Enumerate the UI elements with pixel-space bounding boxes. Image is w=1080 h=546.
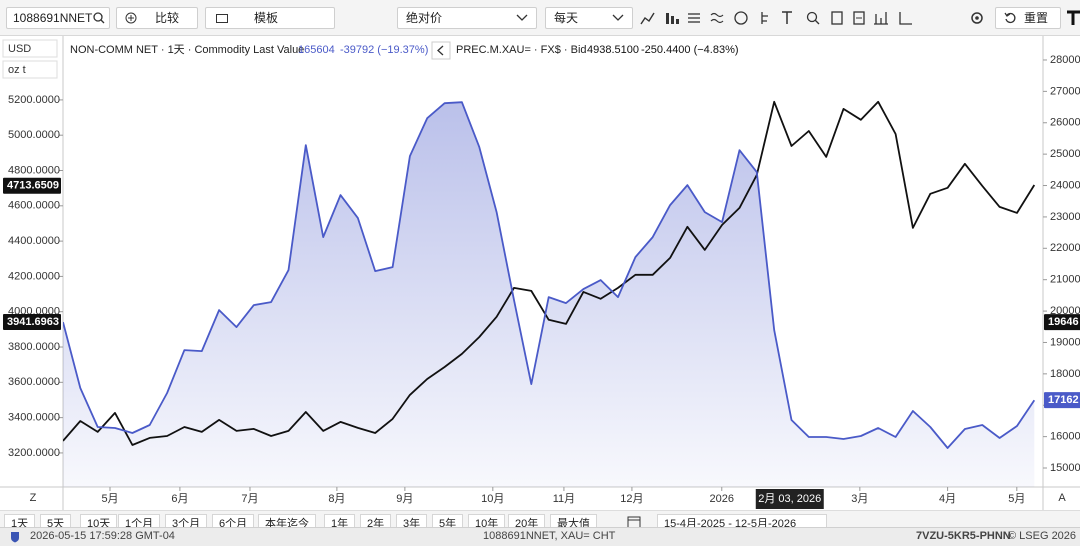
- y-tick-label: 5000.0000: [8, 129, 60, 141]
- search-text: 1088691NNET: [13, 11, 93, 25]
- x-tick-label: 8月: [328, 493, 345, 505]
- x-tick-label: 9月: [396, 493, 413, 505]
- more-icon[interactable]: [1066, 10, 1080, 26]
- reset-text: 重置: [1024, 11, 1049, 25]
- interval-select[interactable]: 每天: [545, 7, 633, 29]
- status-code: 7VZU-5KR5-PHNN: [916, 530, 1011, 542]
- legend-name: NON-COMM NET · 1天 · Commodity Last Value: [70, 44, 304, 56]
- compare-text: 比较: [155, 11, 180, 25]
- y2-tick-label: 27000: [1050, 85, 1080, 97]
- corner-label-left[interactable]: Z: [30, 492, 37, 504]
- x-tick-label: 10月: [481, 493, 504, 505]
- y-tick-label: 4200.0000: [8, 270, 60, 282]
- y2-tick-label: 21000: [1050, 274, 1080, 286]
- search-box[interactable]: 1088691NNET: [6, 7, 110, 29]
- price-mode-select[interactable]: 绝对价: [397, 7, 537, 29]
- y-tick-label: 3200.0000: [8, 447, 60, 459]
- status-copyright: © LSEG 2026: [1008, 530, 1077, 542]
- y-tick-label: 5200.0000: [8, 94, 60, 106]
- x-tick-label: 3月: [851, 493, 868, 505]
- x-tick-label: 7月: [241, 493, 258, 505]
- y2-tick-label: 18000: [1050, 368, 1080, 380]
- status-instruments: 1088691NNET, XAU= CHT: [483, 530, 616, 542]
- y2-tick-label: 19000: [1050, 336, 1080, 348]
- crosshair-label: 2月 03, 2026: [758, 493, 821, 505]
- legend-last: 165604: [298, 44, 335, 56]
- x-tick-label: 4月: [939, 493, 956, 505]
- y2-tick-label: 28000: [1050, 54, 1080, 66]
- template-button[interactable]: 模板: [205, 7, 335, 29]
- value-marker-label: 19646: [1048, 316, 1079, 328]
- y2-tick-label: 23000: [1050, 211, 1080, 223]
- corner-label-right[interactable]: A: [1058, 492, 1066, 504]
- unit-label: oz t: [8, 64, 26, 76]
- series-line: [63, 101, 1036, 449]
- x-tick-label: 11月: [553, 493, 575, 505]
- legend-last: 4938.5100: [587, 44, 639, 56]
- dropdown-arrow: [516, 14, 528, 21]
- y-tick-label: 3800.0000: [8, 341, 60, 353]
- legend-collapse-button[interactable]: [431, 41, 451, 60]
- search-icon: [93, 12, 105, 24]
- shield-icon: [11, 532, 19, 543]
- unit-select[interactable]: [2, 60, 58, 79]
- value-marker-label: 3941.6963: [7, 316, 59, 328]
- legend-change: -39792 (−19.37%): [340, 44, 428, 56]
- value-marker: [3, 314, 61, 331]
- y2-tick-label: 16000: [1050, 431, 1080, 443]
- y2-tick-label: 25000: [1050, 148, 1080, 160]
- y2-tick-label: 24000: [1050, 179, 1080, 191]
- y2-tick-label: 20000: [1050, 305, 1080, 317]
- value-marker-label: 17162: [1048, 394, 1079, 406]
- x-tick-label: 5月: [1008, 493, 1025, 505]
- interval-text: 每天: [554, 11, 579, 25]
- y-tick-label: 4400.0000: [8, 235, 60, 247]
- value-marker: [1044, 392, 1080, 409]
- currency-label: USD: [8, 43, 31, 55]
- price-mode-text: 绝对价: [406, 11, 443, 25]
- x-tick-label: 5月: [101, 493, 118, 505]
- y-tick-label: 4600.0000: [8, 200, 60, 212]
- legend-collapse-icon: [437, 45, 444, 56]
- x-tick-label: 12月: [620, 493, 643, 505]
- value-marker: [1044, 314, 1080, 331]
- template-icon: [216, 14, 228, 23]
- status-bar: 2026-05-15 17:59:28 GMT-04 1088691NNET, …: [0, 527, 1080, 546]
- y-tick-label: 3600.0000: [8, 376, 60, 388]
- dropdown-arrow: [612, 14, 624, 21]
- currency-select[interactable]: [2, 39, 58, 58]
- y2-tick-label: 15000: [1050, 462, 1080, 474]
- reset-button[interactable]: 重置: [995, 7, 1061, 29]
- y2-tick-label: 22000: [1050, 242, 1080, 254]
- legend-change: -250.4400 (−4.83%): [641, 44, 739, 56]
- crosshair-box: [755, 489, 824, 509]
- compare-button[interactable]: 比较: [116, 7, 198, 29]
- x-tick-label: 6月: [171, 493, 188, 505]
- value-marker-label: 4713.6509: [7, 180, 59, 192]
- tool-icons[interactable]: [640, 10, 990, 26]
- series-line: [63, 100, 1036, 446]
- y-tick-label: 3400.0000: [8, 412, 60, 424]
- reset-icon: [1004, 12, 1016, 24]
- x-tick-label: 2026: [710, 493, 734, 505]
- plot-area: [63, 100, 1036, 487]
- area: [63, 102, 1035, 487]
- y-tick-label: 4800.0000: [8, 164, 60, 176]
- status-timestamp: 2026-05-15 17:59:28 GMT-04: [30, 530, 175, 542]
- legend-name: PREC.M.XAU= · FX$ · Bid: [456, 44, 587, 56]
- y2-tick-label: 26000: [1050, 117, 1080, 129]
- compare-icon: [125, 12, 137, 24]
- toolbar: 1088691NNET 比较 模板 绝对价 每天 重置: [0, 0, 1080, 36]
- value-marker: [3, 177, 61, 194]
- template-text: 模板: [254, 11, 279, 25]
